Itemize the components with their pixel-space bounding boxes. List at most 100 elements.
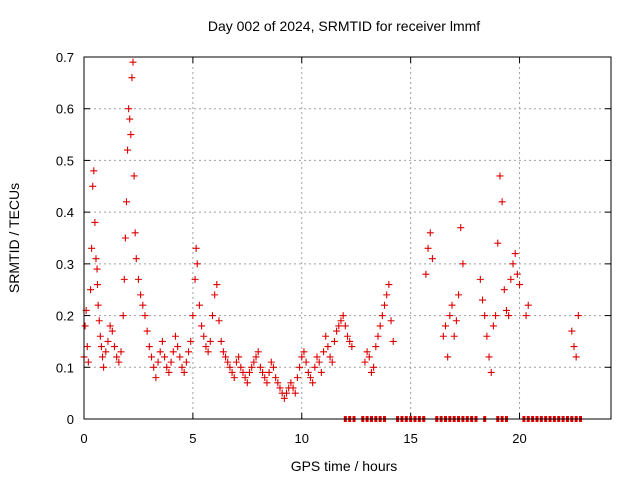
data-point bbox=[222, 353, 230, 361]
data-point bbox=[145, 343, 153, 351]
data-point bbox=[311, 363, 319, 371]
data-point bbox=[217, 337, 225, 345]
data-point bbox=[117, 348, 125, 356]
data-point bbox=[376, 322, 384, 330]
data-point bbox=[317, 368, 325, 376]
data-point bbox=[516, 281, 524, 289]
data-point bbox=[241, 374, 249, 382]
data-point bbox=[513, 270, 521, 278]
data-point bbox=[93, 265, 101, 273]
data-point bbox=[198, 322, 206, 330]
data-point bbox=[215, 317, 223, 325]
data-point bbox=[252, 353, 260, 361]
data-point bbox=[265, 368, 273, 376]
data-point bbox=[344, 332, 351, 340]
data-point bbox=[102, 348, 110, 356]
data-point bbox=[113, 353, 121, 361]
grid bbox=[84, 57, 611, 419]
data-point bbox=[219, 348, 227, 356]
data-point bbox=[178, 363, 186, 371]
data-point bbox=[169, 348, 177, 356]
data-point bbox=[230, 374, 238, 382]
chart-title: Day 002 of 2024, SRMTID for receiver lmm… bbox=[208, 18, 480, 34]
data-point bbox=[276, 384, 284, 392]
data-point bbox=[250, 358, 258, 366]
data-point bbox=[90, 167, 98, 175]
data-point bbox=[439, 332, 447, 340]
data-point bbox=[337, 317, 345, 325]
x-tick-label: 5 bbox=[189, 431, 196, 446]
data-point bbox=[293, 374, 301, 382]
data-point bbox=[130, 172, 138, 180]
data-point bbox=[88, 244, 96, 252]
data-point bbox=[365, 353, 373, 361]
data-point bbox=[182, 358, 190, 366]
data-point bbox=[96, 332, 104, 340]
data-point bbox=[494, 239, 502, 247]
data-point bbox=[248, 363, 256, 371]
data-point bbox=[324, 343, 332, 351]
data-point bbox=[283, 389, 291, 397]
data-point bbox=[256, 363, 264, 371]
data-point bbox=[383, 291, 391, 299]
data-point bbox=[330, 337, 338, 345]
data-point bbox=[94, 301, 102, 309]
data-point bbox=[455, 291, 463, 299]
data-point bbox=[158, 337, 166, 345]
data-point bbox=[193, 260, 201, 268]
data-point bbox=[185, 348, 193, 356]
data-point bbox=[487, 368, 495, 376]
data-points bbox=[80, 58, 583, 422]
data-point bbox=[269, 363, 277, 371]
data-point bbox=[306, 374, 314, 382]
data-point bbox=[387, 317, 395, 325]
data-point bbox=[509, 260, 517, 268]
data-point bbox=[333, 327, 341, 335]
data-point bbox=[206, 337, 214, 345]
data-point bbox=[148, 353, 156, 361]
data-point bbox=[120, 275, 128, 283]
data-point bbox=[224, 358, 232, 366]
data-point bbox=[97, 343, 105, 351]
data-point bbox=[129, 58, 137, 66]
data-point bbox=[315, 358, 323, 366]
data-point bbox=[378, 312, 386, 320]
data-point bbox=[313, 353, 321, 361]
data-point bbox=[320, 348, 328, 356]
data-point bbox=[287, 379, 295, 387]
data-point bbox=[309, 379, 317, 387]
y-tick-label: 0.4 bbox=[56, 205, 74, 220]
data-point bbox=[304, 368, 312, 376]
y-tick-label: 0.7 bbox=[56, 50, 74, 65]
y-tick-label: 0.2 bbox=[56, 309, 74, 324]
data-point bbox=[99, 353, 107, 361]
data-point bbox=[259, 368, 267, 376]
data-point bbox=[143, 327, 151, 335]
data-point bbox=[128, 74, 136, 82]
data-point bbox=[422, 270, 430, 278]
data-point bbox=[192, 244, 200, 252]
y-tick-label: 0.3 bbox=[56, 257, 74, 272]
plot-frame bbox=[83, 56, 612, 420]
data-point bbox=[489, 322, 497, 330]
data-point bbox=[444, 353, 452, 361]
data-point bbox=[505, 312, 513, 320]
data-point bbox=[150, 363, 158, 371]
data-point bbox=[119, 312, 127, 320]
data-point bbox=[91, 218, 99, 226]
data-point bbox=[126, 115, 134, 123]
data-point bbox=[156, 348, 164, 356]
data-point bbox=[246, 368, 254, 376]
data-point bbox=[161, 353, 169, 361]
data-point bbox=[372, 343, 380, 351]
data-point bbox=[152, 374, 160, 382]
data-point bbox=[171, 332, 179, 340]
data-point bbox=[492, 312, 500, 320]
data-point bbox=[459, 260, 467, 268]
data-point bbox=[335, 322, 343, 330]
data-point bbox=[165, 368, 173, 376]
data-point bbox=[346, 337, 354, 345]
data-point bbox=[226, 363, 234, 371]
data-point bbox=[211, 291, 219, 299]
data-point bbox=[125, 105, 133, 113]
